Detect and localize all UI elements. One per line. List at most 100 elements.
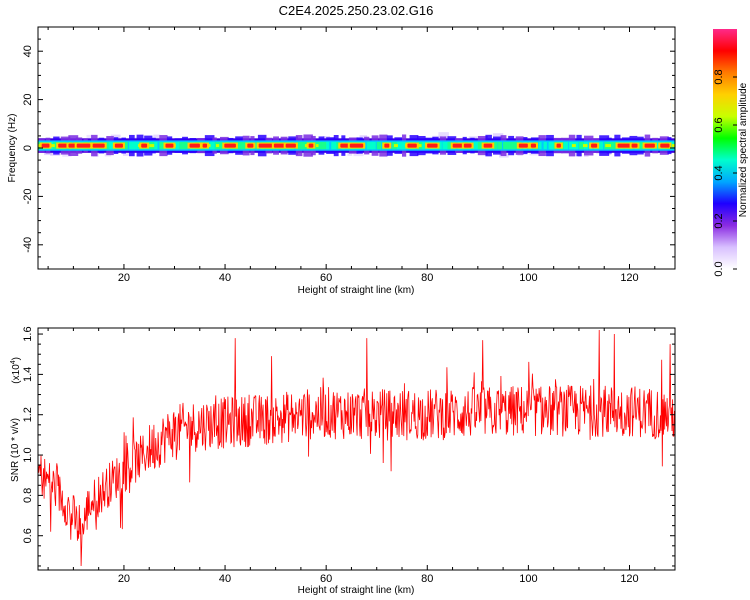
y-tick-label: 40 xyxy=(22,45,34,57)
spectrogram-peak xyxy=(41,143,50,148)
spectrogram-speck xyxy=(215,144,220,148)
spectrogram-core-cell xyxy=(129,141,136,150)
spectrogram-core-cell xyxy=(402,141,407,150)
spectrogram-core-cell xyxy=(336,141,340,150)
spectrogram-peak xyxy=(518,143,528,148)
svg-text:(x104): (x104) xyxy=(10,357,22,384)
spectrogram-peak xyxy=(660,143,670,148)
spectrogram-speck xyxy=(393,144,398,148)
spectrogram-peak xyxy=(202,143,208,148)
spectrogram-peak xyxy=(631,143,638,148)
spectrogram-heatmap xyxy=(38,132,675,158)
y-tick-label: 0 xyxy=(22,145,34,151)
spectrogram-core-cell xyxy=(295,141,303,150)
y-tick-label: 20 xyxy=(22,93,34,105)
spectrogram-core-cell xyxy=(366,141,374,150)
snr-y-axis: 0.6 0.8 1.0 1.2 1.4 1.6 xyxy=(22,326,675,567)
colorbar: 0.0 0.2 0.4 0.6 0.8 Normalized spectral ampl… xyxy=(713,29,749,277)
spectrogram-peak xyxy=(644,143,655,148)
spectrogram-panel: 20 40 60 80 100 120 40 20 0 -20 -40 Height of str… xyxy=(7,26,676,296)
x-tick-label: 40 xyxy=(219,272,231,284)
colorbar-tick-label: 0.4 xyxy=(713,165,725,180)
y-tick-label: 0.8 xyxy=(22,488,34,503)
spectrogram-core-cell xyxy=(184,141,188,150)
spectrogram-core-cell xyxy=(543,141,547,150)
x-tick-label: 40 xyxy=(219,573,231,585)
spectrogram-core-cell xyxy=(123,141,128,150)
spectrogram-peak xyxy=(591,143,598,148)
y-tick-label: 1.2 xyxy=(22,407,34,422)
spectrogram-core-cell xyxy=(209,141,215,150)
x-tick-label: 80 xyxy=(421,272,433,284)
spectrogram-peak xyxy=(463,143,472,148)
spectrogram-core-cell xyxy=(573,141,579,150)
spectrogram-core-cell xyxy=(563,141,569,150)
x-tick-label: 100 xyxy=(519,272,537,284)
snr-scale-exponent: 4 xyxy=(10,360,17,364)
colorbar-gradient xyxy=(713,29,737,269)
spectrogram-peak xyxy=(165,143,174,148)
spectrogram-speck xyxy=(605,144,612,148)
spectrogram-x-axis: 20 40 60 80 100 120 xyxy=(47,27,656,284)
colorbar-tick-label: 0.0 xyxy=(713,261,725,276)
spectrogram-core-cell xyxy=(609,141,615,150)
spectrogram-x-label: Height of straight line (km) xyxy=(298,285,415,296)
y-tick-label: -40 xyxy=(22,237,34,253)
spectrogram-core-cell xyxy=(300,141,306,150)
spectrogram-core-cell xyxy=(578,141,586,150)
spectrogram-core-cell xyxy=(220,141,224,150)
snr-scale-base: (x10 xyxy=(11,364,22,384)
x-tick-label: 80 xyxy=(421,573,433,585)
spectrogram-core-cell xyxy=(442,141,450,150)
spectrogram-core-cell xyxy=(240,141,249,150)
spectrogram-core-cell xyxy=(548,141,555,150)
spectrogram-peak xyxy=(76,143,91,148)
x-tick-label: 60 xyxy=(320,272,332,284)
spectrogram-core-cell xyxy=(331,141,337,150)
spectrogram-core-cell xyxy=(53,141,59,150)
spectrogram-core-cell xyxy=(654,141,661,150)
spectrogram-core-cell xyxy=(498,141,502,150)
x-tick-label: 20 xyxy=(118,573,130,585)
spectrogram-core-cell xyxy=(493,141,498,150)
y-tick-label: -20 xyxy=(22,188,34,204)
spectrogram-speck xyxy=(149,144,155,148)
x-tick-label: 120 xyxy=(620,272,638,284)
snr-y-label: SNR (10 * v/v) xyxy=(10,418,21,482)
y-tick-label: 1.0 xyxy=(22,447,34,462)
spectrogram-peak xyxy=(407,143,417,148)
y-tick-label: 1.4 xyxy=(22,367,34,382)
spectrogram-peak xyxy=(556,143,561,148)
spectrogram-speck xyxy=(582,144,588,148)
spectrogram-core-cell xyxy=(503,141,510,150)
spectrogram-core-cell xyxy=(103,141,112,150)
spectrogram-peak xyxy=(92,143,105,148)
spectrogram-core-cell xyxy=(326,141,330,150)
snr-x-label: Height of straight line (km) xyxy=(298,585,415,596)
spectrogram-peak xyxy=(530,143,536,148)
spectrogram-core-cell xyxy=(472,141,479,150)
spectrogram-peak xyxy=(258,143,273,148)
spectrogram-core-cell xyxy=(108,141,114,150)
spectrogram-core-cell xyxy=(437,141,442,150)
spectrogram-peak xyxy=(58,143,69,148)
spectrogram-peak xyxy=(141,143,148,148)
spectrogram-core-cell xyxy=(179,141,186,150)
spectrogram-core-cell xyxy=(538,141,542,150)
colorbar-tick-label: 0.6 xyxy=(713,117,725,132)
spectrogram-core-cell xyxy=(371,141,376,150)
spectrogram-peak xyxy=(384,143,390,148)
spectrogram-core-cell xyxy=(639,141,646,150)
spectrogram-core-cell xyxy=(154,141,158,150)
spectrogram-speck xyxy=(304,144,308,148)
spectrogram-core-cell xyxy=(447,141,453,150)
spectrogram-speck xyxy=(571,144,576,148)
spectrogram-peak xyxy=(452,143,463,148)
x-tick-label: 120 xyxy=(620,573,638,585)
spectrogram-peak xyxy=(247,143,254,148)
spectrogram-core-cell xyxy=(508,141,515,150)
spectrogram-core-cell xyxy=(316,141,324,150)
spectrogram-core-cell xyxy=(376,141,382,150)
snr-x-axis: 20 40 60 80 100 120 xyxy=(47,328,656,585)
